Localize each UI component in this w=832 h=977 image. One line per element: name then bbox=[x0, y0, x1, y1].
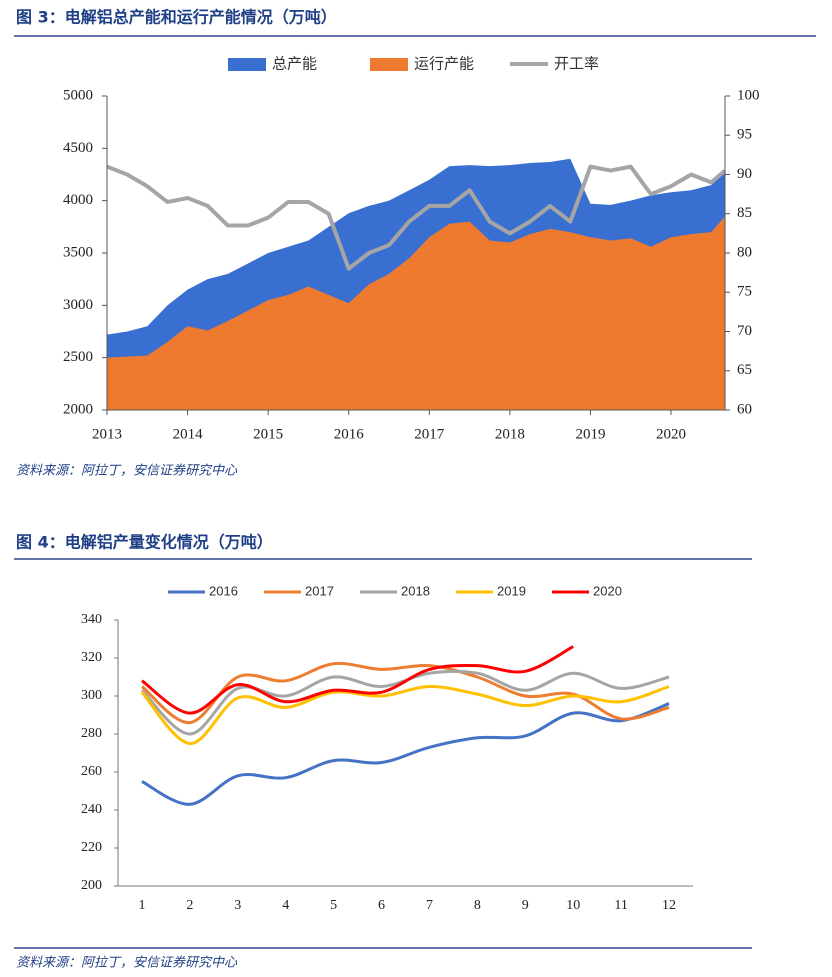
legend-label: 开工率 bbox=[554, 55, 599, 73]
x-tick-label: 12 bbox=[662, 898, 676, 913]
y-tick-label: 4000 bbox=[63, 192, 93, 208]
x-tick-label: 2015 bbox=[253, 426, 283, 442]
legend-label: 2016 bbox=[209, 583, 238, 598]
legend-label: 2017 bbox=[305, 583, 334, 598]
x-tick-label: 2013 bbox=[92, 426, 122, 442]
x-tick-label: 2014 bbox=[173, 426, 204, 442]
x-tick-label: 3 bbox=[234, 898, 241, 913]
x-tick-label: 6 bbox=[378, 898, 385, 913]
y-tick-label: 4500 bbox=[63, 140, 93, 156]
x-tick-label: 9 bbox=[522, 898, 529, 913]
legend-label: 2020 bbox=[593, 583, 622, 598]
y-tick-label: 3000 bbox=[63, 297, 93, 313]
y-tick-label: 2000 bbox=[63, 401, 93, 417]
legend-label: 2018 bbox=[401, 583, 430, 598]
y2-tick-label: 90 bbox=[737, 166, 752, 182]
y-tick-label: 300 bbox=[81, 688, 102, 703]
x-tick-label: 7 bbox=[426, 898, 433, 913]
series-line bbox=[141, 702, 670, 806]
y2-tick-label: 70 bbox=[737, 323, 752, 339]
rate-line bbox=[106, 164, 727, 271]
x-tick-label: 2016 bbox=[334, 426, 365, 442]
y2-tick-label: 95 bbox=[737, 127, 752, 143]
y2-tick-label: 85 bbox=[737, 205, 752, 221]
x-tick-label: 2019 bbox=[575, 426, 605, 442]
x-tick-label: 1 bbox=[138, 898, 145, 913]
y2-tick-label: 100 bbox=[737, 87, 760, 103]
x-tick-label: 11 bbox=[614, 898, 627, 913]
y-tick-label: 280 bbox=[81, 726, 102, 741]
y-tick-label: 320 bbox=[81, 650, 102, 665]
y-tick-label: 260 bbox=[81, 764, 102, 779]
y2-tick-label: 75 bbox=[737, 284, 752, 300]
y2-tick-label: 80 bbox=[737, 244, 752, 260]
figure-title: 图 4：电解铝产量变化情况（万吨） bbox=[16, 533, 273, 552]
y-tick-label: 3500 bbox=[63, 244, 93, 260]
y2-tick-label: 65 bbox=[737, 362, 752, 378]
x-tick-label: 10 bbox=[566, 898, 580, 913]
series-line bbox=[140, 684, 670, 746]
y-tick-label: 200 bbox=[81, 878, 102, 893]
legend-label: 运行产能 bbox=[414, 55, 474, 73]
y-tick-label: 220 bbox=[81, 840, 102, 855]
legend-swatch bbox=[228, 58, 266, 71]
legend-label: 2019 bbox=[497, 583, 526, 598]
y-tick-label: 2500 bbox=[63, 349, 93, 365]
x-tick-label: 2017 bbox=[414, 426, 445, 442]
x-tick-label: 2020 bbox=[656, 426, 686, 442]
figure-source: 资料来源：阿拉丁，安信证券研究中心 bbox=[16, 463, 238, 479]
series-line bbox=[140, 669, 670, 736]
x-tick-label: 2 bbox=[186, 898, 193, 913]
figure-title: 图 3：电解铝总产能和运行产能情况（万吨） bbox=[16, 8, 337, 27]
legend-swatch bbox=[370, 58, 408, 71]
series-line bbox=[141, 645, 574, 715]
x-tick-label: 8 bbox=[474, 898, 481, 913]
x-tick-label: 2018 bbox=[495, 426, 525, 442]
y-tick-label: 5000 bbox=[63, 87, 93, 103]
y-tick-label: 240 bbox=[81, 802, 102, 817]
capacity-area bbox=[107, 216, 725, 410]
y-tick-label: 340 bbox=[81, 612, 102, 627]
y2-tick-label: 60 bbox=[737, 401, 752, 417]
x-tick-label: 4 bbox=[282, 898, 289, 913]
figure-source: 资料来源：阿拉丁，安信证券研究中心 bbox=[16, 955, 238, 971]
legend-label: 总产能 bbox=[272, 55, 317, 73]
x-tick-label: 5 bbox=[330, 898, 337, 913]
